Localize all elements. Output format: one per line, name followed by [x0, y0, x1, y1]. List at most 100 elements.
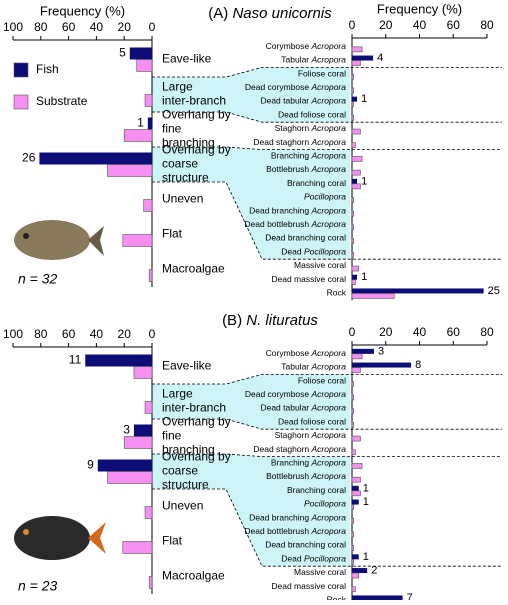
fish-bar	[352, 348, 374, 354]
substrate-bar	[351, 504, 354, 510]
panel-title: (B) N. lituratus	[222, 312, 318, 329]
substrate-bar	[122, 234, 153, 247]
substrate-bar	[351, 463, 363, 469]
count-label: 1	[361, 175, 367, 187]
panel-label: (A)	[208, 5, 228, 22]
x-tick-label: 100	[3, 327, 23, 341]
substrate-bar	[351, 367, 361, 373]
connector-line	[152, 373, 502, 385]
substrate-bar	[351, 183, 361, 190]
substrate-bar	[107, 471, 153, 484]
substrate-bar	[351, 380, 354, 387]
legend-label: Substrate	[36, 94, 88, 108]
x-tick-label: 60	[447, 18, 461, 32]
substrate-bar	[123, 129, 153, 142]
substrate-bar	[351, 252, 354, 258]
count-label: 3	[378, 345, 384, 357]
category-label: Overhang by fine branching	[162, 415, 231, 457]
fish-bar	[352, 485, 359, 491]
count-label: 7	[407, 592, 413, 600]
substrate-bar	[351, 545, 354, 551]
x-tick-label: 80	[34, 327, 48, 341]
substrate-bar	[351, 142, 356, 149]
connector-band	[152, 67, 350, 123]
sample-size: n = 23	[18, 578, 58, 594]
fish-bar	[352, 55, 374, 61]
fish-bar	[352, 554, 359, 560]
count-label: 1	[363, 482, 369, 494]
x-tick-label: 0	[349, 18, 356, 32]
substrate-bar	[143, 199, 153, 212]
x-tick-label: 40	[413, 18, 427, 32]
category-label: Dead massive coral	[271, 581, 346, 591]
substrate-bar	[351, 394, 354, 401]
fish-bar	[352, 362, 412, 368]
category-label: Foliose coral	[298, 376, 346, 386]
category-label: Tabular Acropora	[281, 362, 346, 372]
category-label: Pocillopora	[304, 499, 346, 509]
category-label: Macroalgae	[162, 569, 225, 583]
category-label: Massive coral	[294, 260, 346, 270]
connector-line	[152, 418, 502, 430]
x-tick-label: 80	[34, 20, 48, 34]
x-tick-label: 0	[349, 325, 356, 339]
category-label: Dead corymbose Acropora	[245, 82, 346, 92]
category-label: Bottlebrush Acropora	[266, 164, 346, 174]
category-label: Overhang by fine branching	[162, 108, 231, 150]
category-label: Dead corymbose Acropora	[245, 389, 346, 399]
category-label: Flat	[162, 227, 183, 241]
count-label: 1	[363, 551, 369, 563]
category-label: Overhang by coarse structure	[162, 450, 231, 492]
substrate-bar	[148, 269, 153, 282]
fish-bar	[352, 96, 358, 102]
x-tick-label: 40	[90, 20, 104, 34]
fish-bar	[352, 178, 358, 184]
species-name: Naso unicornis	[232, 5, 332, 22]
panel-label: (B)	[222, 312, 242, 329]
x-tick-label: 40	[413, 325, 427, 339]
x-axis-label: Frequency (%)	[40, 3, 125, 18]
count-label: 1	[361, 93, 367, 105]
count-label: 25	[488, 285, 500, 297]
category-label: Dead branching Acropora	[249, 206, 346, 216]
fish-bar	[129, 47, 152, 60]
x-tick-label: 0	[149, 20, 156, 34]
substrate-bar	[351, 353, 363, 360]
legend-swatch	[13, 94, 29, 110]
substrate-bar	[351, 517, 354, 524]
category-label: Branching Acropora	[271, 151, 346, 161]
fish-bar	[352, 595, 403, 601]
category-label: Pocillopora	[304, 192, 346, 202]
substrate-bar	[351, 279, 356, 286]
x-tick-label: 80	[480, 18, 494, 32]
count-label: 1	[363, 496, 369, 508]
fish-bar	[352, 274, 358, 280]
substrate-bar	[144, 506, 153, 519]
connector-line	[152, 111, 502, 123]
substrate-bar	[351, 169, 361, 176]
fish-bar	[133, 424, 152, 437]
substrate-bar	[351, 490, 361, 497]
substrate-bar	[351, 572, 360, 579]
category-label: Branching coral	[287, 178, 346, 188]
sample-size: n = 32	[18, 271, 58, 287]
connector-line	[152, 453, 502, 458]
substrate-bar	[351, 224, 354, 231]
x-tick-label: 20	[379, 18, 393, 32]
x-tick-label: 20	[118, 327, 132, 341]
category-label: Large inter-branch	[162, 80, 226, 108]
fish-bar	[39, 152, 152, 165]
connector-band	[152, 454, 350, 567]
category-label: Dead Pocillopora	[281, 554, 346, 564]
category-label: Dead bottlebrush Acropora	[244, 219, 346, 229]
substrate-bar	[136, 59, 153, 72]
x-tick-label: 40	[90, 327, 104, 341]
category-label: Corymbose Acropora	[266, 41, 347, 51]
substrate-bar	[148, 576, 153, 589]
fish-bar	[352, 288, 484, 294]
substrate-bar	[351, 408, 354, 414]
category-label: Dead branching coral	[265, 540, 346, 550]
count-label: 2	[371, 564, 377, 576]
substrate-bar	[351, 197, 354, 203]
